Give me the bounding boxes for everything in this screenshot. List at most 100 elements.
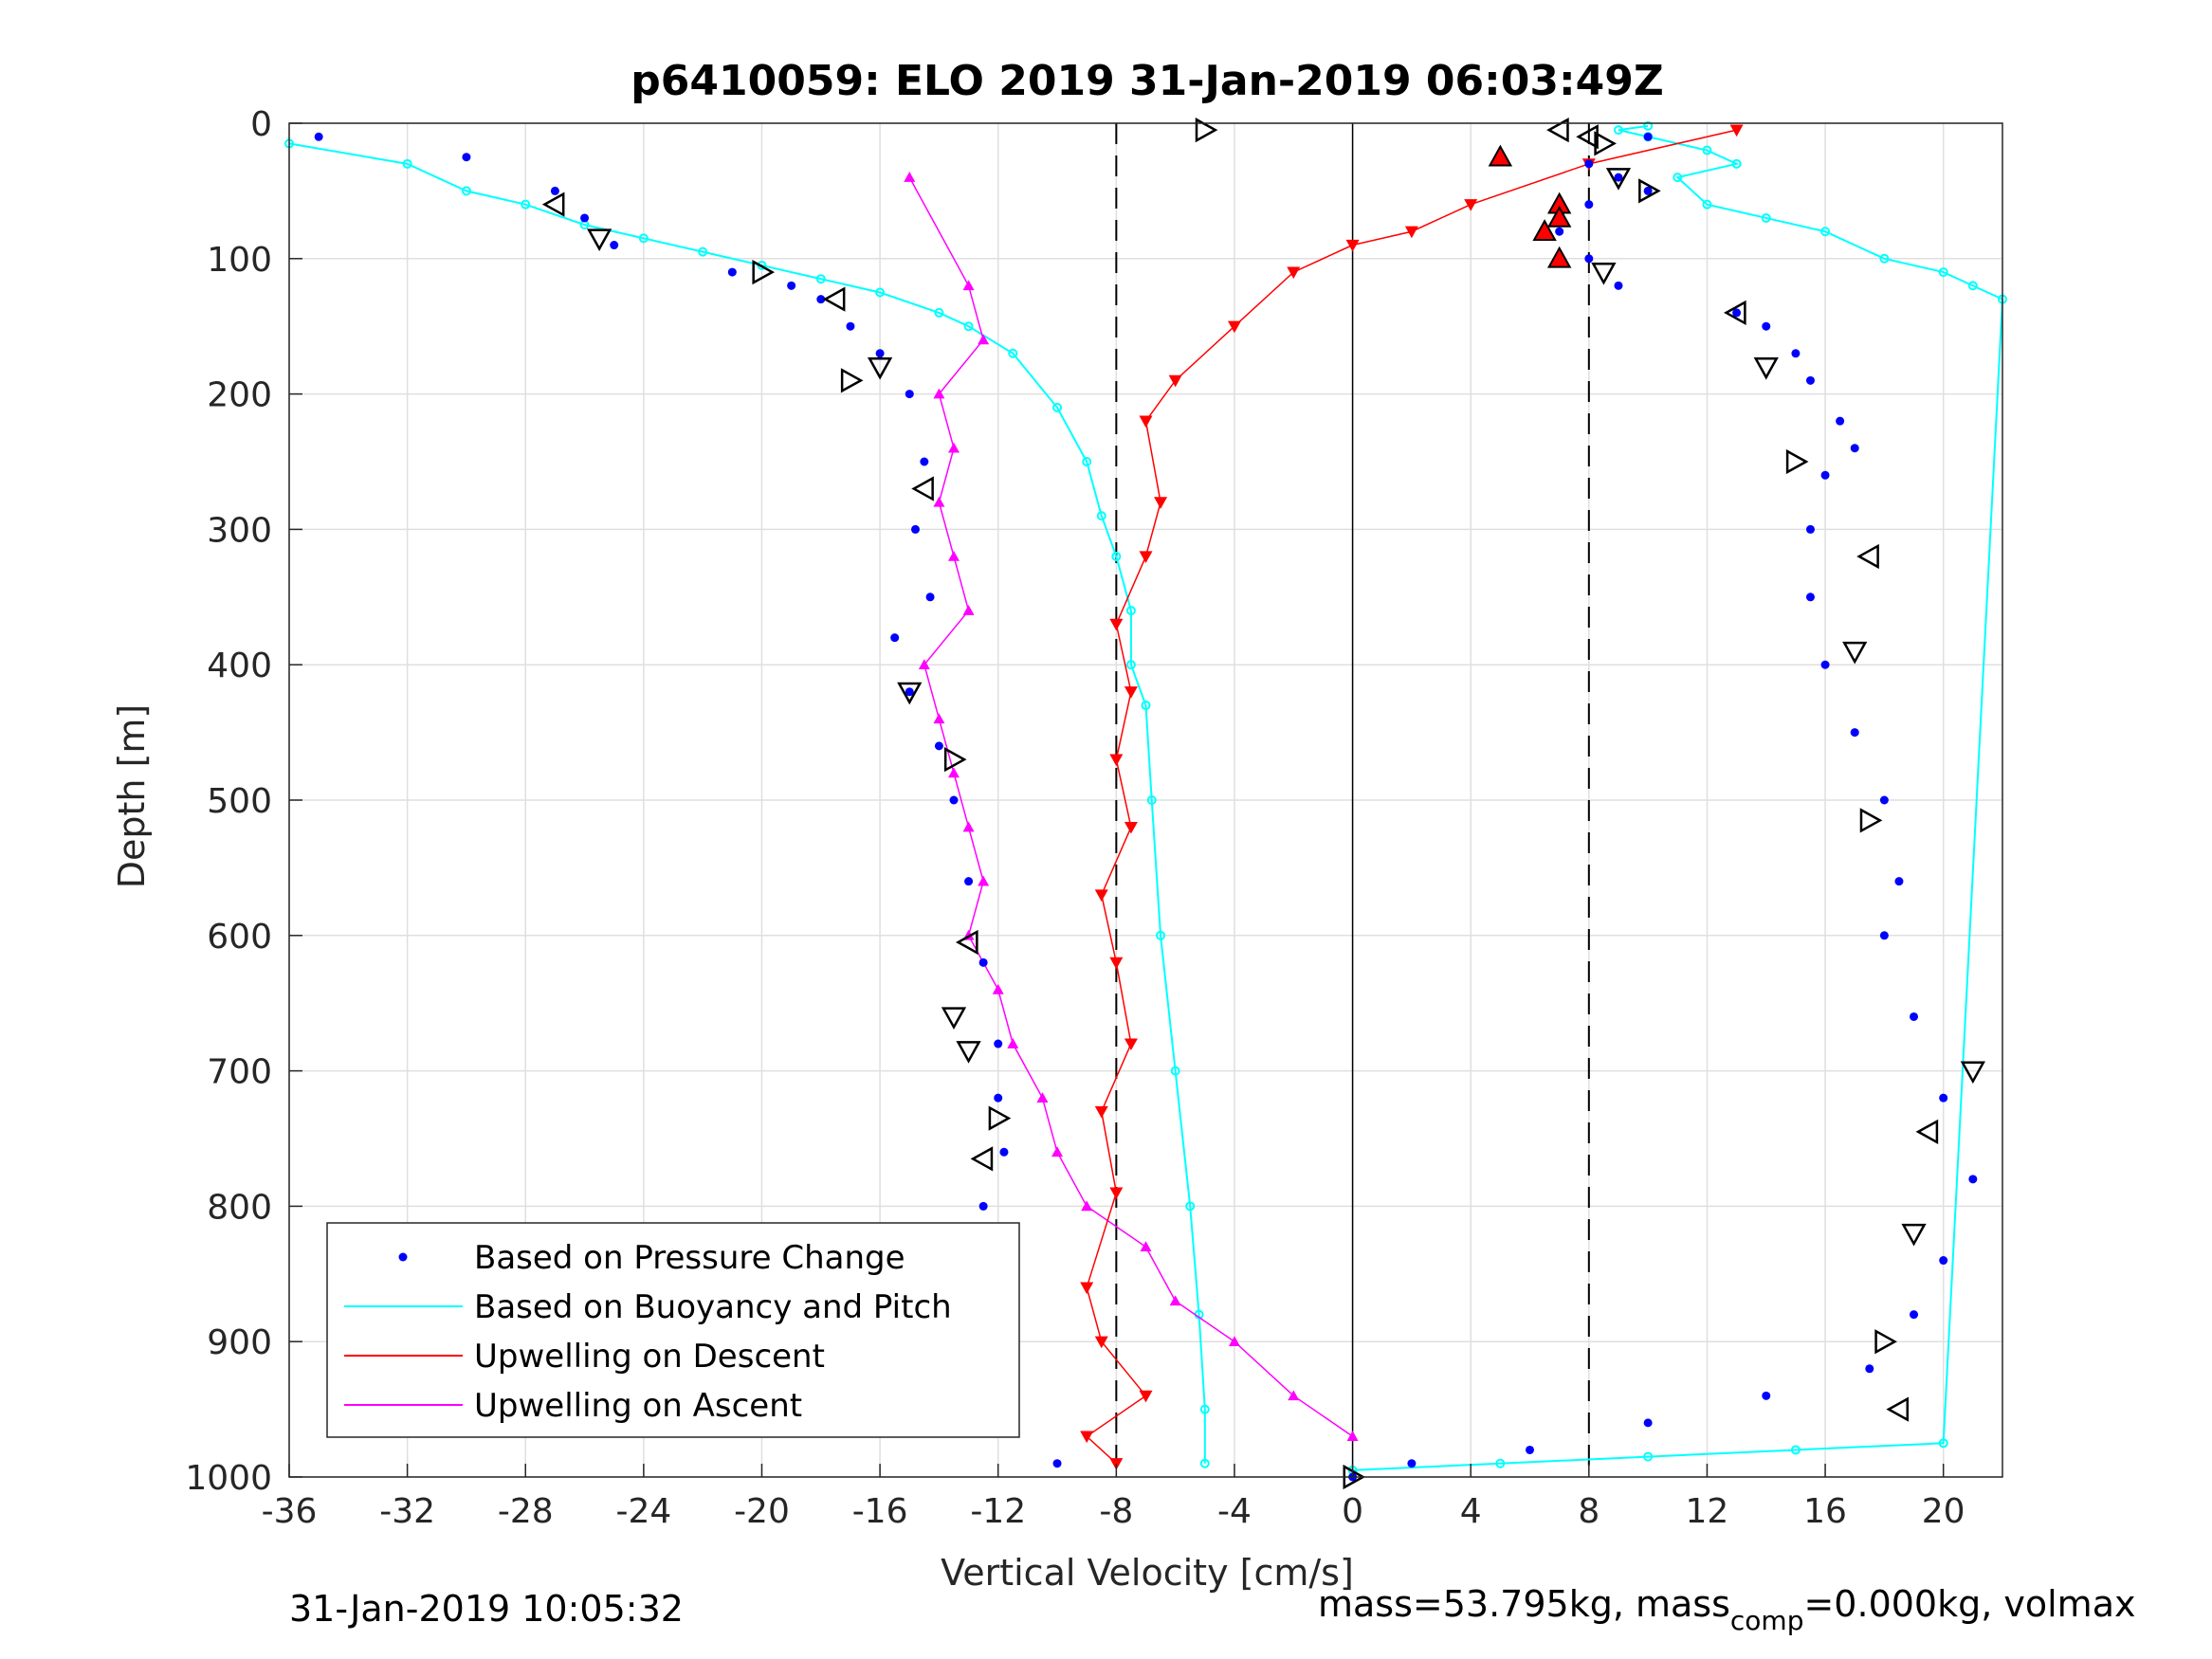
x-tick-label: 0 bbox=[1342, 1492, 1363, 1531]
buoyancy-point bbox=[1170, 1066, 1180, 1076]
x-tick-label: 20 bbox=[1922, 1492, 1965, 1531]
pressure-change-point bbox=[610, 241, 619, 250]
pressure-change-point bbox=[550, 186, 559, 195]
pressure-change-point bbox=[875, 349, 885, 358]
open-triangle-marker bbox=[1960, 1061, 1985, 1085]
buoyancy-point bbox=[815, 274, 826, 284]
buoyancy-point bbox=[1820, 227, 1831, 237]
pressure-change-point bbox=[994, 1093, 1003, 1103]
cast-marker bbox=[1546, 246, 1572, 268]
pressure-change-point bbox=[1850, 444, 1859, 453]
pressure-change-point bbox=[1939, 1093, 1948, 1103]
pressure-change-point bbox=[1879, 795, 1889, 805]
y-tick-label: 400 bbox=[207, 647, 272, 685]
ascent-upwelling-point bbox=[1288, 1390, 1300, 1401]
buoyancy-point bbox=[638, 233, 649, 244]
cast-marker bbox=[1488, 144, 1513, 167]
descent-upwelling-point bbox=[1139, 415, 1153, 428]
open-triangle-marker bbox=[1195, 118, 1218, 143]
buoyancy-point bbox=[1125, 606, 1136, 616]
buoyancy-point bbox=[1495, 1458, 1506, 1468]
y-axis-label: Depth [m] bbox=[111, 704, 153, 889]
descent-upwelling-point bbox=[1154, 497, 1168, 509]
ascent-upwelling-point bbox=[933, 713, 945, 724]
ascent-upwelling-line bbox=[908, 176, 1354, 1437]
pressure-change-point bbox=[964, 877, 974, 886]
y-tick-labels: 0 100 200 300 400 500 600 700 800 900 1000 bbox=[185, 105, 272, 1498]
x-tick-label: 12 bbox=[1686, 1492, 1729, 1531]
buoyancy-point bbox=[1702, 199, 1712, 210]
ascent-upwelling-point bbox=[947, 442, 960, 453]
x-tick-label: -8 bbox=[1099, 1492, 1133, 1531]
cast-marker bbox=[1546, 205, 1572, 228]
pressure-change-point bbox=[1805, 592, 1815, 602]
descent-upwelling-point bbox=[1124, 1038, 1138, 1051]
x-tick-label: -12 bbox=[970, 1492, 1026, 1531]
x-tick-label: 4 bbox=[1460, 1492, 1482, 1531]
footer-timestamp: 31-Jan-2019 10:05:32 bbox=[289, 1588, 684, 1630]
pressure-change-point bbox=[1805, 524, 1815, 534]
pressure-change-point bbox=[1584, 254, 1594, 264]
open-triangle-marker bbox=[1856, 543, 1879, 570]
open-triangle-marker bbox=[1785, 448, 1809, 475]
pressure-change-point bbox=[580, 213, 590, 223]
ascent-upwelling-point bbox=[933, 496, 945, 507]
pressure-change-point bbox=[1584, 159, 1594, 169]
x-tick-label: -16 bbox=[852, 1492, 908, 1531]
plot-frame bbox=[288, 122, 2003, 1478]
buoyancy-point bbox=[1052, 402, 1063, 412]
pressure-change-point bbox=[910, 524, 920, 534]
legend-label: Based on Pressure Change bbox=[474, 1239, 905, 1277]
descent-upwelling-point bbox=[1139, 1390, 1153, 1403]
cast-marker bbox=[1532, 219, 1557, 242]
descent-upwelling-point bbox=[1080, 1431, 1094, 1444]
pressure-change-point bbox=[920, 457, 929, 466]
chart-title: p6410059: ELO 2019 31-Jan-2019 06:03:49Z bbox=[631, 57, 1663, 105]
y-tick-label: 0 bbox=[250, 105, 272, 144]
pressure-change-point bbox=[1850, 728, 1859, 738]
legend-label: Based on Buoyancy and Pitch bbox=[474, 1288, 952, 1326]
x-tick-label: -28 bbox=[498, 1492, 554, 1531]
descent-upwelling-point bbox=[1287, 266, 1301, 280]
descent-upwelling-point bbox=[1139, 551, 1153, 563]
legend-label: Upwelling on Descent bbox=[474, 1338, 825, 1376]
descent-upwelling-point bbox=[1404, 226, 1418, 239]
pressure-change-point bbox=[1643, 132, 1653, 141]
x-tick-label: -4 bbox=[1217, 1492, 1252, 1531]
open-triangle-marker bbox=[943, 747, 967, 773]
x-tick-label: -24 bbox=[615, 1492, 671, 1531]
ascent-upwelling-point bbox=[1081, 1200, 1093, 1212]
x-tick-label: 16 bbox=[1803, 1492, 1847, 1531]
open-triangle-marker bbox=[1842, 641, 1868, 665]
descent-upwelling-point bbox=[1109, 754, 1124, 767]
footer-mass-prefix: mass=53.795kg, mass bbox=[1318, 1583, 1730, 1625]
footer-mass-info: mass=53.795kg, masscomp=0.000kg, volmax bbox=[1318, 1583, 2135, 1636]
open-triangle-marker bbox=[956, 1041, 981, 1064]
buoyancy-point bbox=[1141, 701, 1151, 711]
buoyancy-point bbox=[521, 199, 531, 210]
pressure-change-point bbox=[1526, 1445, 1535, 1454]
buoyancy-ascent-line bbox=[1352, 124, 2004, 1471]
pressure-change-point bbox=[1614, 173, 1623, 182]
legend: Based on Pressure Change Based on Buoyanc… bbox=[326, 1222, 1020, 1438]
legend-swatch-dot bbox=[398, 1252, 408, 1262]
pressure-change-point bbox=[1865, 1364, 1874, 1374]
ascent-upwelling-point bbox=[962, 821, 975, 832]
pressure-change-point bbox=[1762, 321, 1771, 331]
legend-label: Upwelling on Ascent bbox=[474, 1387, 802, 1425]
pressure-change-point bbox=[934, 741, 943, 751]
buoyancy-point bbox=[1156, 930, 1166, 940]
open-triangle-marker bbox=[867, 356, 893, 380]
pressure-change-point bbox=[1791, 349, 1801, 358]
descent-upwelling-point bbox=[1080, 1282, 1094, 1295]
open-triangle-marker bbox=[541, 191, 565, 217]
legend-box bbox=[326, 1222, 1020, 1438]
descent-upwelling-point bbox=[1124, 686, 1138, 699]
buoyancy-point bbox=[1199, 1404, 1210, 1414]
open-triangle-marker bbox=[1576, 124, 1599, 150]
pressure-change-point bbox=[905, 687, 914, 697]
open-triangle-marker bbox=[1605, 168, 1632, 191]
descent-upwelling-point bbox=[1109, 957, 1124, 970]
pressure-change-point bbox=[1805, 375, 1815, 385]
